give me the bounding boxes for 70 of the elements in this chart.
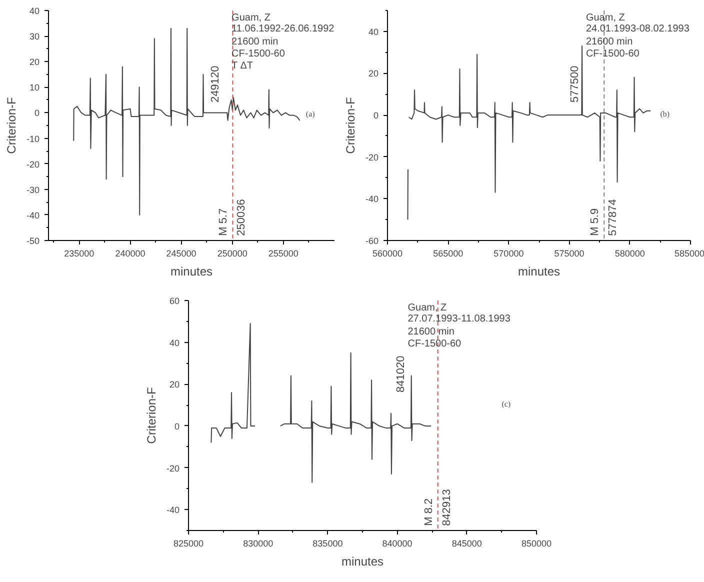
annotation: 577500: [569, 66, 582, 102]
y-tick-label: 20: [169, 380, 180, 390]
y-tick-label: -10: [26, 134, 40, 144]
y-tick-label: 0: [174, 421, 180, 432]
x-tick-label: 245000: [166, 248, 196, 258]
y-tick-label: -40: [26, 210, 40, 220]
y-tick-label: -20: [26, 159, 40, 170]
x-tick-label: 580000: [614, 248, 645, 258]
y-axis-title: Criterion-F: [144, 387, 158, 444]
y-tick-label: 60: [169, 296, 180, 306]
ref-line-label: M 5.7: [218, 208, 230, 236]
text: 24.01.1993-08.02.1993: [586, 24, 690, 34]
x-tick-label: 850000: [521, 538, 552, 548]
x-axis-title: minutes: [518, 264, 560, 278]
text: 27.07.1993-11.08.1993: [408, 314, 511, 324]
annotation: 842913: [440, 489, 453, 526]
y-axis-title: Criterion-F: [4, 97, 18, 154]
annotation: 21600 min: [232, 36, 278, 48]
x-tick-label: 560000: [372, 248, 403, 258]
y-tick-label: -60: [365, 236, 379, 246]
annotation: CF-1500-60: [586, 48, 640, 60]
y-tick-label: -30: [26, 184, 40, 195]
annotation: 21600 min: [408, 326, 454, 338]
x-tick-label: 845000: [452, 538, 482, 548]
y-tick-label: 40: [29, 6, 40, 16]
annotation: 841020: [394, 356, 407, 392]
text: 11.06.1992-26.06.1992: [232, 24, 335, 34]
chart-title: Guam, Z: [586, 12, 625, 24]
annotation: 249120: [210, 66, 222, 102]
y-tick-label: 0: [34, 108, 40, 118]
y-tick-label: 0: [373, 110, 379, 121]
x-axis-title: minutes: [170, 264, 213, 278]
x-tick-label: 235000: [64, 248, 94, 258]
x-tick-label: 830000: [243, 538, 274, 548]
annotation: 577874: [607, 199, 620, 236]
annotation: 21600 min: [586, 36, 633, 48]
y-tick-label: 20: [368, 68, 379, 79]
y-tick-label: 20: [29, 57, 40, 68]
annotation: (c): [502, 400, 511, 408]
y-tick-label: 40: [368, 26, 379, 37]
y-tick-label: -50: [26, 236, 40, 246]
x-tick-label: 240000: [115, 248, 146, 258]
y-tick-label: 10: [29, 82, 40, 93]
x-tick-label: 835000: [312, 538, 343, 548]
x-tick-label: 570000: [494, 248, 524, 258]
x-tick-label: 840000: [382, 538, 412, 548]
y-tick-label: 40: [169, 338, 180, 348]
annotation: CF-1500-60: [232, 48, 286, 60]
chart-title: Guam, Z: [408, 302, 447, 314]
annotation: T ΔT: [232, 60, 254, 72]
y-tick-label: -20: [365, 152, 379, 162]
x-tick-label: 825000: [173, 538, 204, 548]
ref-line-label: M 8.2: [422, 498, 435, 526]
y-tick-label: -40: [166, 505, 180, 516]
y-axis-title: Criterion-F: [343, 97, 358, 154]
y-tick-label: -20: [166, 463, 180, 474]
annotation: 250036: [236, 199, 248, 236]
annotation: CF-1500-60: [408, 338, 462, 350]
x-tick-label: 250000: [217, 248, 248, 258]
y-tick-label: -40: [365, 194, 379, 204]
ref-line-label: M 5.9: [589, 208, 602, 236]
x-axis-title: minutes: [341, 554, 384, 568]
y-tick-label: 30: [29, 32, 40, 42]
x-tick-label: 255000: [268, 248, 298, 258]
x-tick-label: 565000: [433, 248, 464, 258]
annotation: (b): [660, 110, 670, 118]
chart-title: Guam, Z: [232, 12, 270, 24]
x-tick-label: 575000: [554, 248, 584, 258]
x-tick-label: 585000: [674, 248, 704, 258]
annotation: (a): [306, 110, 316, 118]
